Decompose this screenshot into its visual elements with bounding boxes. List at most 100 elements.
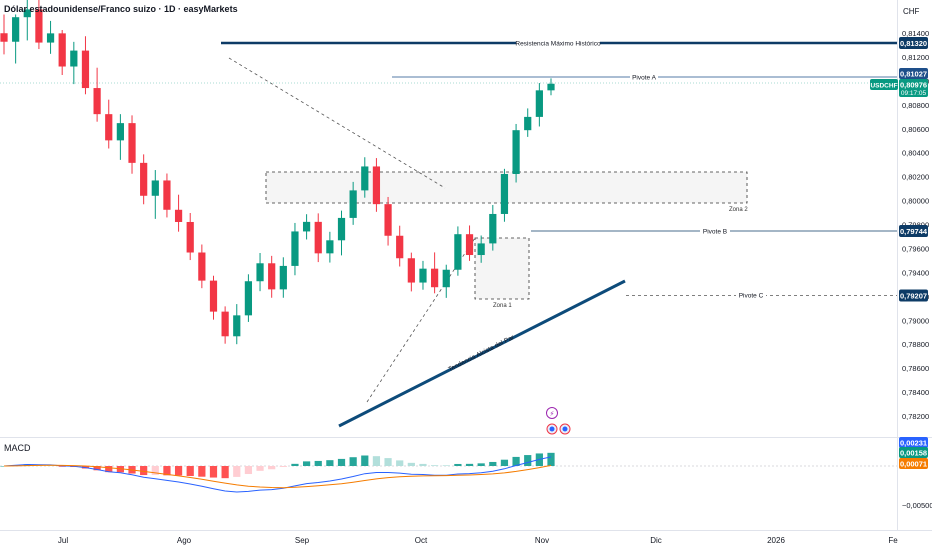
pivote-b-label: Pivote B [703, 229, 727, 236]
macd-axis-tick: −0,00500 [902, 501, 932, 510]
macd-histogram-bar [500, 459, 509, 466]
macd-value-badge [899, 437, 928, 448]
candle-body [396, 235, 404, 259]
macd-histogram-bar [512, 456, 520, 466]
time-label-2026: 2026 [767, 536, 785, 545]
macd-histogram-bar [431, 465, 439, 466]
macd-hist-text: 0,00158 [900, 449, 927, 458]
candle-body [326, 240, 334, 254]
earnings-event-icon[interactable] [546, 407, 558, 419]
macd-histogram-bar [396, 460, 404, 466]
pivote-a-price-text: 0,81027 [900, 70, 927, 79]
price-tick-label: 0,80000 [902, 197, 929, 206]
us-flag-dot-icon-2 [562, 426, 568, 432]
candle-body [151, 180, 159, 196]
macd-title[interactable]: MACD [4, 443, 31, 453]
tendencia-alcista-line[interactable] [338, 279, 626, 428]
resistencia-price-text: 0,81320 [900, 39, 927, 48]
candle-body [337, 217, 346, 241]
candle-body [174, 209, 183, 222]
price-tick-label: 0,78800 [902, 340, 929, 349]
candle-body [12, 17, 20, 42]
current-price-badge [899, 79, 928, 97]
candle-body [221, 311, 229, 337]
macd-histogram-bar [279, 466, 287, 467]
macd-hist-badge [899, 447, 928, 458]
candle-body [291, 231, 299, 266]
symbol-text: USDCHF [870, 83, 897, 90]
candle-body [140, 162, 148, 196]
macd-histogram-bar [442, 465, 450, 466]
price-tick-label: 0,80800 [902, 101, 929, 110]
pivote-c-price-text: 0,79207 [900, 292, 927, 301]
candle-body [93, 88, 101, 115]
macd-histogram-bar [151, 466, 159, 475]
zona-1-label: Zona 1 [493, 303, 512, 309]
candle-body [105, 114, 113, 141]
pivote-a-price-badge [899, 68, 928, 79]
events-group: ⚡ [546, 407, 571, 435]
descending-guide-line[interactable] [228, 57, 446, 189]
candle-body [407, 258, 415, 283]
us-flag-dot-icon [549, 426, 555, 432]
candle-body [0, 33, 8, 42]
price-tick-label: 0,81400 [902, 29, 929, 38]
candle-body [431, 268, 439, 288]
time-axis[interactable]: Jul Ago Sep Oct Nov Dic 2026 Fe [58, 536, 898, 545]
macd-histogram-bar [547, 452, 555, 466]
time-label-sep: Sep [295, 536, 310, 545]
time-label-nov: Nov [535, 536, 549, 545]
macd-histogram-bar [93, 466, 101, 471]
macd-histogram-bar [337, 458, 346, 466]
macd-histogram-bar [407, 462, 415, 466]
countdown-text: 09:17:05 [901, 90, 927, 97]
candles-group [0, 0, 555, 345]
macd-histogram-bar [198, 466, 206, 477]
candle-body [186, 221, 194, 253]
time-label-jul: Jul [58, 536, 68, 545]
lightning-icon: ⚡ [550, 410, 555, 418]
macd-histogram-bar [489, 461, 497, 466]
candle-body [349, 190, 357, 218]
macd-signal-text: 0,00071 [900, 460, 927, 469]
macd-line [3, 456, 552, 493]
price-tick-label: 0,79000 [902, 316, 929, 325]
macd-histogram [0, 452, 555, 479]
symbol-badge [870, 79, 898, 90]
price-tick-label: 0,78400 [902, 388, 929, 397]
candle-body [268, 263, 276, 290]
candle-body [442, 269, 450, 288]
candle-body [512, 130, 520, 174]
macd-histogram-bar [174, 466, 183, 476]
candle-body [198, 252, 206, 281]
candle-body [547, 83, 555, 91]
pivote-c-label: Pivote C [739, 293, 764, 300]
price-badges: 0,81320 0,81027 USDCHF 0,80976 09:17:05 … [870, 37, 928, 302]
candle-body [524, 116, 532, 131]
macd-value-text: 0,00231 [900, 439, 927, 448]
pivote-c-price-badge [899, 289, 928, 302]
candle-body [81, 50, 90, 89]
price-tick-label: 0,79400 [902, 268, 929, 277]
candle-body [209, 280, 218, 312]
tendencia-alcista-label: Tendencia Alcista del Par [447, 334, 516, 374]
price-tick-label: 0,78200 [902, 412, 929, 421]
candle-body [372, 166, 381, 205]
candle-body [477, 243, 485, 256]
pivote-b-price-badge [899, 225, 928, 237]
macd-histogram-bar [291, 463, 299, 466]
candle-body [256, 263, 264, 282]
candle-body [454, 234, 462, 270]
candle-body [116, 123, 124, 141]
candle-body [500, 173, 509, 214]
candle-body [302, 221, 311, 232]
macd-histogram-bar [349, 457, 357, 466]
pivote-b-label-bg [700, 226, 730, 236]
price-tick-label: 0,79600 [902, 244, 929, 253]
currency-label: CHF [903, 7, 920, 16]
candle-body [535, 90, 543, 117]
current-price-text: 0,80976 [900, 81, 927, 90]
macd-histogram-bar [465, 463, 474, 466]
candle-body [46, 33, 55, 43]
